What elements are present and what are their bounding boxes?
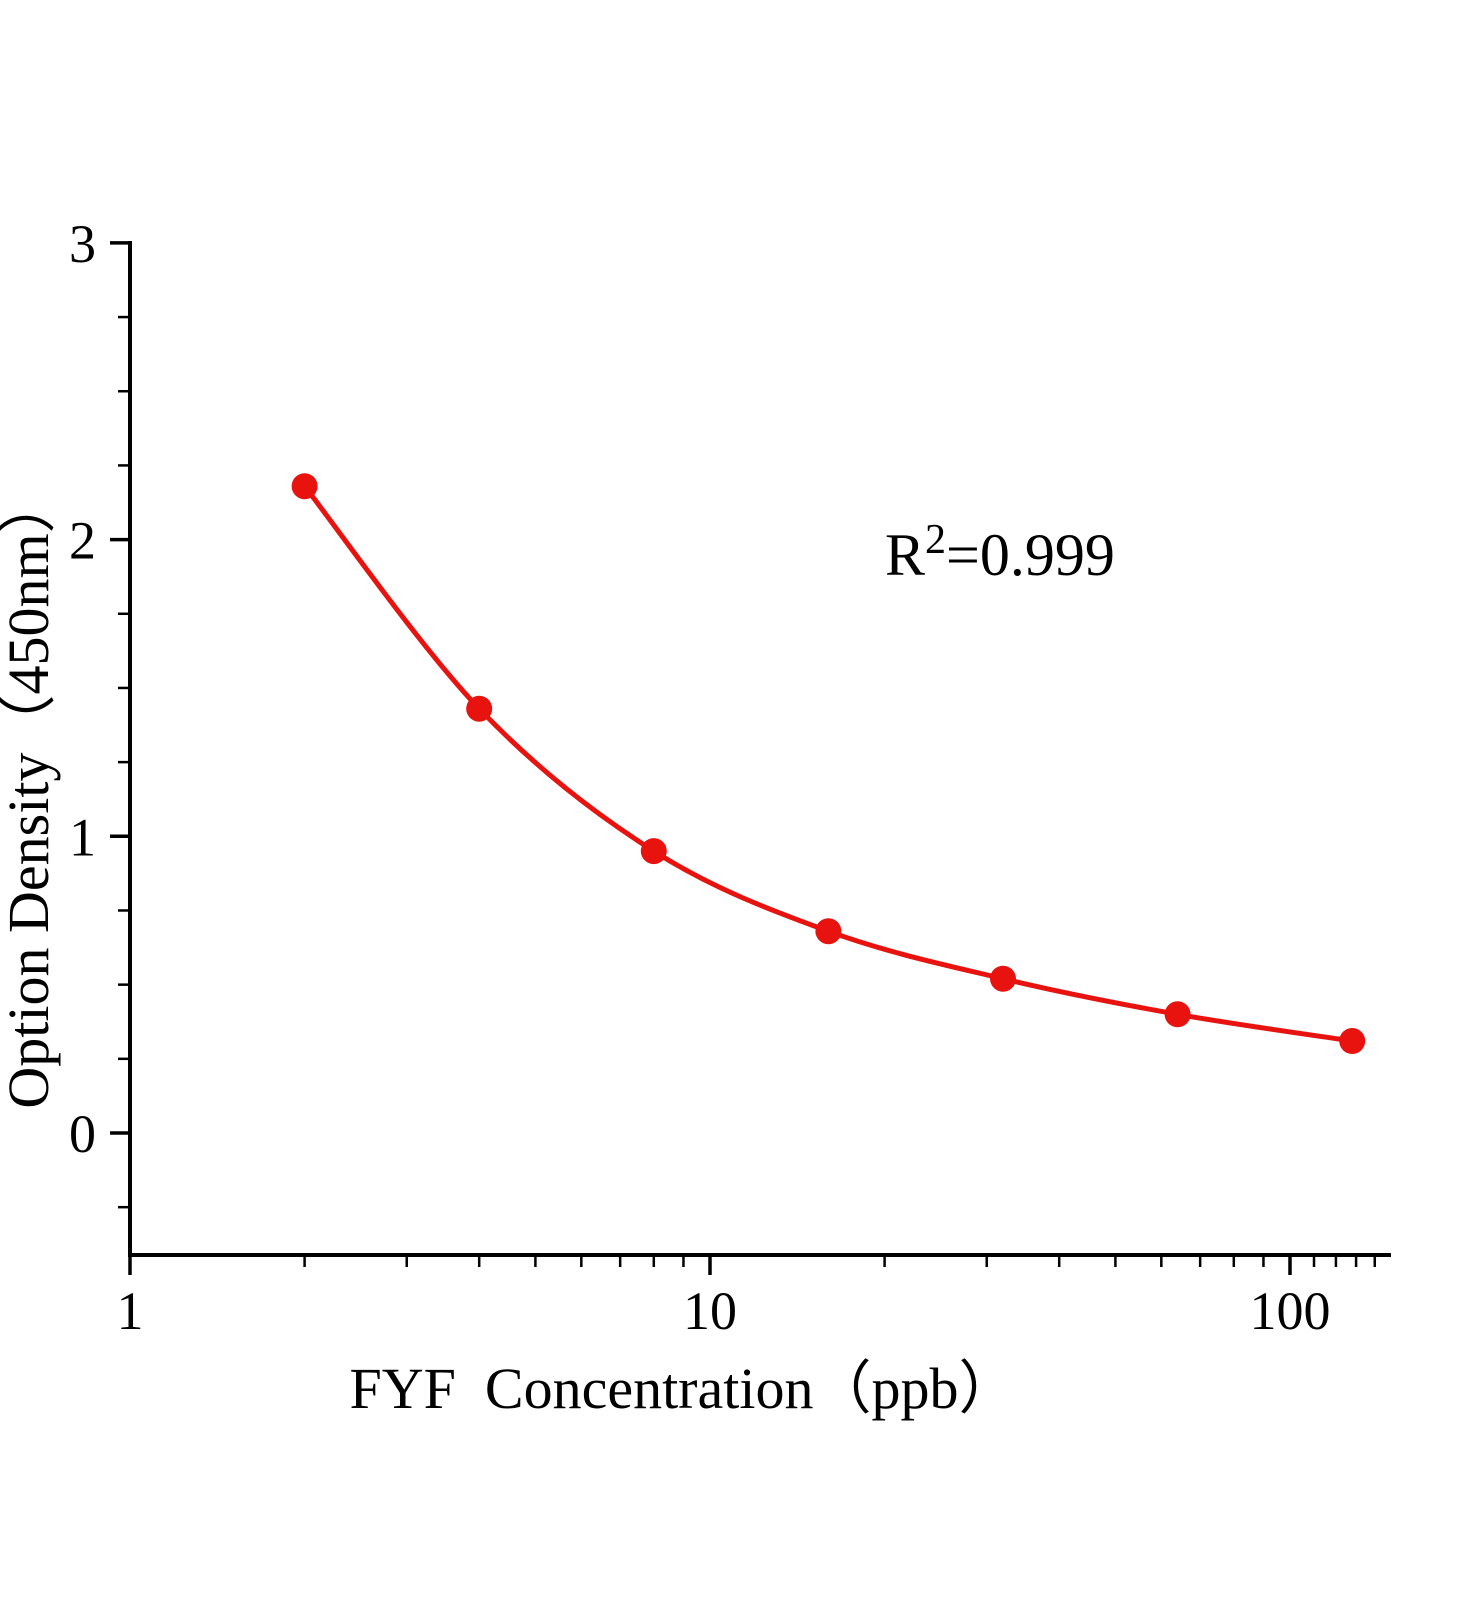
x-tick-label: 10 (683, 1281, 737, 1341)
y-tick-label: 2 (69, 511, 96, 571)
annotation-rest: =0.999 (946, 522, 1115, 588)
r-squared-annotation: R2=0.999 (885, 517, 1115, 588)
fit-curve (302, 483, 1355, 1044)
annotation-base: R (885, 522, 925, 588)
data-point (291, 473, 318, 500)
axes-frame (128, 241, 1391, 1257)
x-tick-label: 100 (1250, 1281, 1331, 1341)
y-tick-label: 3 (69, 214, 96, 274)
y-axis-title: Option Density（450nm） (0, 475, 61, 1108)
y-tick-label: 0 (69, 1104, 96, 1164)
data-point (640, 838, 667, 865)
x-axis-title: FYF Concentration（ppb） (350, 1356, 1017, 1421)
data-point (1339, 1028, 1366, 1054)
data-point (1164, 1001, 1191, 1028)
plot-area: 1 10 100 0 1 2 3 (69, 214, 1391, 1341)
y-tick-label: 1 (69, 807, 96, 867)
data-point (990, 965, 1016, 992)
annotation-superscript: 2 (925, 517, 946, 563)
data-point (815, 918, 842, 945)
data-point (466, 695, 493, 722)
x-tick-label: 1 (117, 1281, 144, 1341)
